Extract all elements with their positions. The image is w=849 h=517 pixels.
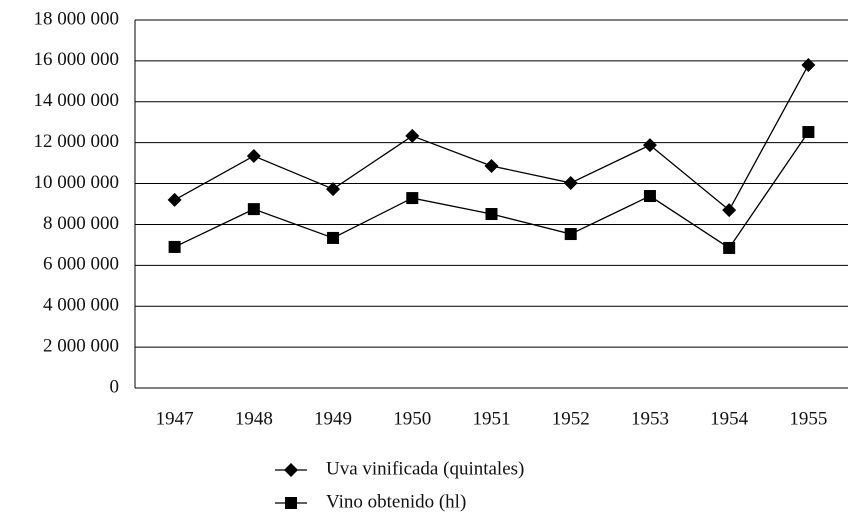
x-tick-label: 1948 bbox=[235, 408, 273, 429]
y-tick-label: 8 000 000 bbox=[43, 213, 119, 234]
point bbox=[484, 158, 499, 173]
x-tick-label: 1955 bbox=[789, 408, 827, 429]
legend-marker bbox=[284, 463, 298, 477]
y-tick-label: 18 000 000 bbox=[34, 8, 120, 29]
point bbox=[723, 241, 736, 254]
series-line bbox=[174, 131, 809, 249]
point bbox=[246, 148, 261, 163]
point bbox=[642, 138, 657, 153]
point bbox=[326, 182, 341, 197]
y-tick-label: 2 000 000 bbox=[43, 335, 119, 356]
point bbox=[802, 126, 815, 139]
y-tick-label: 16 000 000 bbox=[34, 49, 120, 70]
y-tick-label: 14 000 000 bbox=[34, 90, 120, 111]
point bbox=[168, 240, 181, 253]
y-tick-label: 4 000 000 bbox=[43, 295, 119, 316]
point bbox=[563, 175, 578, 190]
point bbox=[485, 208, 498, 221]
x-tick-label: 1954 bbox=[710, 408, 749, 429]
series-line bbox=[174, 64, 809, 212]
y-tick-label: 0 bbox=[110, 376, 120, 397]
point bbox=[405, 128, 420, 143]
point bbox=[327, 231, 340, 244]
legend-marker bbox=[285, 497, 297, 509]
point bbox=[722, 203, 737, 218]
x-tick-label: 1949 bbox=[314, 408, 352, 429]
x-tick-label: 1947 bbox=[156, 408, 194, 429]
point bbox=[564, 228, 577, 241]
point bbox=[406, 192, 419, 205]
x-tick-label: 1953 bbox=[631, 408, 669, 429]
point bbox=[643, 190, 656, 203]
point bbox=[801, 57, 816, 72]
point bbox=[167, 192, 182, 207]
point bbox=[247, 203, 260, 216]
legend-label: Vino obtenido (hl) bbox=[326, 491, 466, 512]
x-tick-label: 1950 bbox=[393, 408, 431, 429]
x-tick-label: 1952 bbox=[552, 408, 590, 429]
legend-label: Uva vinificada (quintales) bbox=[326, 458, 524, 479]
y-tick-label: 6 000 000 bbox=[43, 254, 119, 275]
y-tick-label: 10 000 000 bbox=[34, 172, 120, 193]
y-tick-label: 12 000 000 bbox=[34, 131, 120, 152]
x-tick-label: 1951 bbox=[473, 408, 511, 429]
